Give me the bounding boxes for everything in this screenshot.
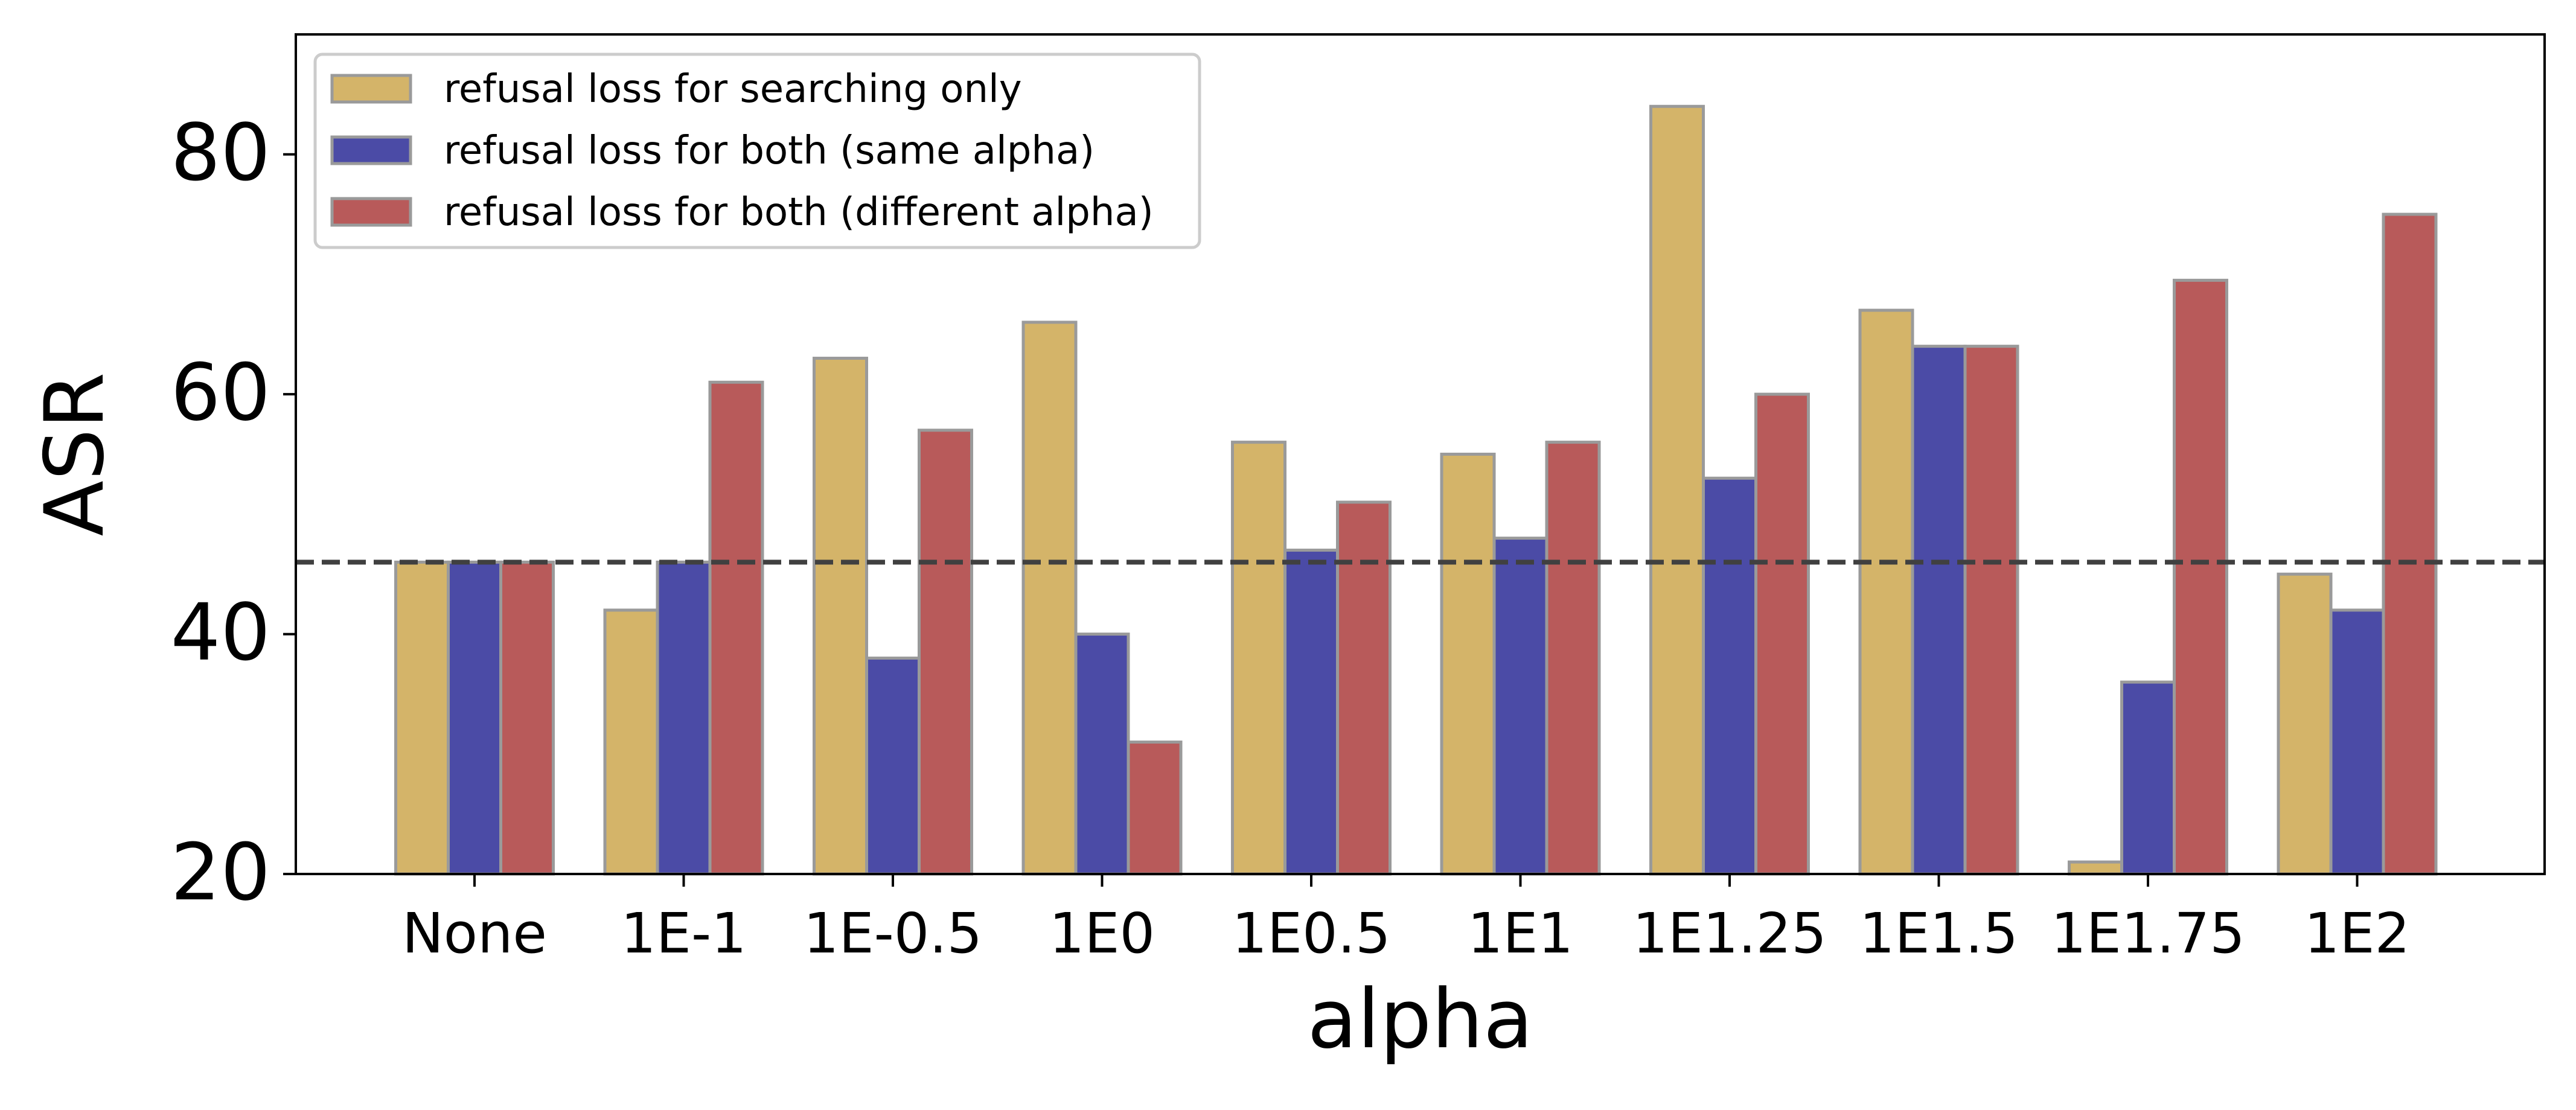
bar-s0-6 [1649,104,1705,876]
bar-s0-3 [1021,321,1078,876]
bar-s0-9 [2277,572,2333,876]
bar-s1-5 [1492,537,1548,876]
bar-s1-8 [2120,680,2176,876]
x-tick-label: 1E0 [1049,901,1155,966]
bar-s1-1 [656,560,712,876]
bar-s2-9 [2382,212,2438,876]
y-axis-label: ASR [27,372,122,537]
bar-s2-2 [918,429,973,876]
bar-s0-1 [603,608,659,876]
bar-s1-9 [2329,608,2385,876]
bar-s2-0 [499,560,555,876]
bar-s2-6 [1754,392,1810,876]
x-tick-label: 1E1.25 [1632,901,1827,966]
x-tick-label: 1E-1 [621,901,746,966]
bar-s1-2 [865,656,921,876]
legend-swatch-2 [330,197,412,227]
plot-frame [295,33,2546,875]
bar-s1-4 [1283,548,1339,876]
bars-group [394,104,2438,876]
y-tick-label: 20 [171,826,270,918]
bar-s0-7 [1858,308,1914,876]
legend-label-0: refusal loss for searching only [444,67,1022,112]
bar-s2-1 [708,380,764,876]
bar-s2-3 [1127,740,1183,876]
bar-s2-7 [1963,345,2019,876]
y-tick-label: 60 [171,346,270,438]
bar-s0-8 [2068,860,2123,876]
y-tick-label: 40 [171,587,270,678]
bar-s2-5 [1545,441,1601,876]
bar-s1-6 [1702,476,1757,876]
x-tick-label: None [402,901,547,966]
bar-s2-4 [1336,500,1392,876]
x-tick-label: 1E1.5 [1859,901,2018,966]
bar-s0-5 [1440,453,1496,876]
x-axis: None 1E-1 1E-0.5 1E0 1E0.5 1E1 1E1.25 1E1.5 1E1.… [402,874,2410,966]
legend-label-2: refusal loss for both (different alpha) [444,190,1154,235]
x-tick-label: 1E2 [2304,901,2410,966]
x-tick-label: 1E-0.5 [804,901,982,966]
y-tick-label: 80 [171,107,270,199]
x-axis-label: alpha [1307,972,1533,1067]
legend-label-1: refusal loss for both (same alpha) [444,129,1095,173]
bar-s0-4 [1231,441,1286,876]
legend: refusal loss for searching only refusal l… [313,53,1201,249]
bar-s1-7 [1911,345,1967,876]
legend-swatch-0 [330,74,412,104]
x-tick-label: 1E0.5 [1232,901,1391,966]
bar-s1-3 [1074,633,1130,876]
x-tick-label: 1E1.75 [2051,901,2245,966]
legend-box [313,53,1201,249]
bar-s1-0 [447,560,502,876]
x-tick-label: 1E1 [1468,901,1573,966]
bar-s0-0 [394,560,450,876]
y-axis: 20 40 60 80 [171,107,296,918]
bar-s2-8 [2173,278,2228,876]
bar-s0-2 [813,357,868,876]
legend-swatch-1 [330,135,412,165]
